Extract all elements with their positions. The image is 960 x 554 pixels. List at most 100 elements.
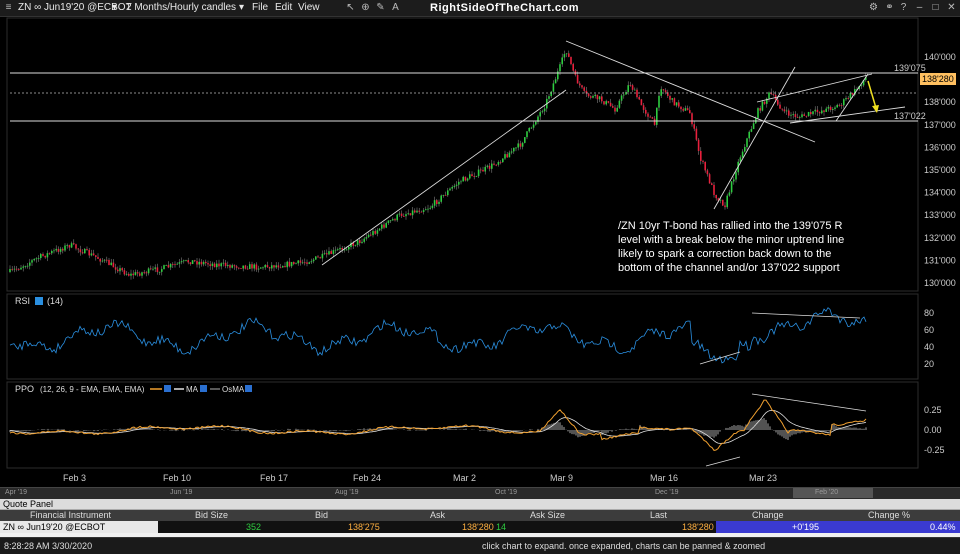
link-icon[interactable]: ⚭ <box>884 2 895 13</box>
candle-body <box>357 240 359 245</box>
candle-body <box>73 243 75 244</box>
candle-body <box>97 257 99 259</box>
rsi-tick-label: 40 <box>924 342 934 352</box>
candle-body <box>271 265 273 268</box>
candle-body <box>150 268 152 269</box>
osma-bar <box>767 423 769 430</box>
col-ask-size[interactable]: Ask Size <box>530 510 565 521</box>
candle-body <box>295 263 297 264</box>
candle-body <box>808 112 810 116</box>
osma-bar <box>87 430 89 431</box>
candle-body <box>168 265 170 267</box>
osma-bar <box>41 429 43 430</box>
osma-bar <box>273 430 275 431</box>
osma-bar <box>333 430 335 431</box>
osma-bar <box>421 430 423 431</box>
osma-bar <box>761 419 763 430</box>
overview-date: Feb '20 <box>815 489 838 496</box>
candle-body <box>817 110 819 112</box>
help-icon[interactable]: ? <box>898 2 909 13</box>
candle-body <box>841 105 843 106</box>
candle-body <box>597 95 599 99</box>
osma-bar <box>573 430 575 434</box>
quote-ask: 138'280 <box>462 521 494 533</box>
candle-body <box>539 112 541 116</box>
rsi-tick-label: 60 <box>924 325 934 335</box>
close-icon[interactable]: ✕ <box>946 2 957 13</box>
osma-bar <box>121 429 123 430</box>
timeframe-label[interactable]: 2 Months/Hourly candles <box>126 0 236 16</box>
candle-body <box>797 117 799 118</box>
quote-instrument[interactable]: ZN ∞ Jun19'20 @ECBOT <box>0 521 158 533</box>
osma-bar <box>117 429 119 430</box>
candle-body <box>44 256 46 258</box>
candle-body <box>418 211 420 212</box>
chart-menu-icon[interactable]: ≡ <box>3 2 14 13</box>
candle-body <box>454 186 456 187</box>
candle-body <box>368 235 370 237</box>
osma-bar <box>847 427 849 430</box>
chart-canvas[interactable]: 140'000139'000138'000137'000136'000135'0… <box>0 17 960 487</box>
candle-body <box>62 249 64 251</box>
candle-body <box>236 266 238 268</box>
candle-body <box>616 108 618 112</box>
candle-body <box>713 185 715 195</box>
draw-icon[interactable]: ✎ <box>375 2 386 13</box>
candle-body <box>632 85 634 90</box>
candle-body <box>139 273 141 275</box>
osma-bar <box>833 425 835 430</box>
candle-body <box>278 265 280 267</box>
candle-body <box>482 170 484 172</box>
cursor-icon[interactable]: ↖ <box>345 2 356 13</box>
candle-body <box>647 114 649 117</box>
osma-bar <box>741 426 743 430</box>
osma-bar <box>345 430 347 431</box>
quote-panel: Quote Panel Financial Instrument Bid Siz… <box>0 499 960 537</box>
minimize-icon[interactable]: – <box>914 2 925 13</box>
settings-icon[interactable]: ⚙ <box>868 2 879 13</box>
quote-row[interactable]: ZN ∞ Jun19'20 @ECBOT 352 138'275 138'280… <box>0 521 960 533</box>
candle-body <box>581 85 583 87</box>
candle-body <box>71 243 73 247</box>
price-tick-label: 133'000 <box>924 210 956 220</box>
candle-body <box>535 122 537 125</box>
candle-body <box>339 248 341 249</box>
maximize-icon[interactable]: □ <box>930 2 941 13</box>
menu-view[interactable]: View <box>298 0 320 16</box>
col-change[interactable]: Change <box>752 510 784 521</box>
col-instrument[interactable]: Financial Instrument <box>30 510 111 521</box>
candle-body <box>612 106 614 108</box>
ppo-params: (12, 26, 9 - EMA, EMA, EMA) <box>40 385 145 394</box>
candle-body <box>709 174 711 183</box>
osma-bar <box>447 429 449 430</box>
candle-body <box>691 113 693 124</box>
text-icon[interactable]: A <box>390 2 401 13</box>
candle-body <box>407 213 409 214</box>
candle-body <box>337 249 339 250</box>
timeframe-dropdown-icon[interactable]: ▾ <box>239 0 244 16</box>
col-last[interactable]: Last <box>650 510 667 521</box>
candle-body <box>251 264 253 268</box>
col-change-pct[interactable]: Change % <box>868 510 910 521</box>
overview-navigator[interactable]: Apr '19 Jun '19 Aug '19 Oct '19 Dec '19 … <box>0 487 960 499</box>
candle-body <box>550 92 552 96</box>
osma-bar <box>123 429 125 430</box>
zoom-icon[interactable]: ⊕ <box>360 2 371 13</box>
menu-edit[interactable]: Edit <box>275 0 292 16</box>
menu-file[interactable]: File <box>252 0 268 16</box>
candle-body <box>240 268 242 269</box>
ppo-tick-label: -0.25 <box>924 445 945 455</box>
candle-body <box>801 114 803 117</box>
symbol-dropdown-icon[interactable]: ▾ <box>112 0 117 16</box>
col-bid[interactable]: Bid <box>315 510 328 521</box>
candle-body <box>669 96 671 100</box>
candle-body <box>172 264 174 265</box>
osma-bar <box>169 430 171 431</box>
candle-body <box>520 143 522 146</box>
col-ask[interactable]: Ask <box>430 510 445 521</box>
candle-body <box>432 206 434 208</box>
osma-bar <box>775 430 777 432</box>
col-bid-size[interactable]: Bid Size <box>195 510 228 521</box>
candle-body <box>421 212 423 213</box>
candle-body <box>748 132 750 139</box>
